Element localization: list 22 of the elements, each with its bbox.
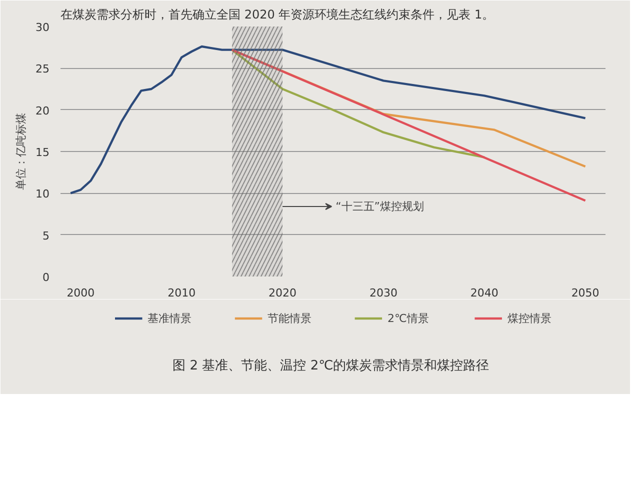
x-tick-label: 2010 [168,286,196,300]
y-tick-label: 10 [36,188,50,201]
y-axis-title: 单位：亿吨标煤 [14,113,28,190]
legend-label: 节能情景 [268,312,312,325]
x-tick-label: 2000 [66,286,95,300]
legend-label: 基准情景 [148,312,192,325]
y-tick-label: 0 [42,271,50,284]
band-label: “十三五”煤控规划 [336,200,424,213]
text: 图 2 基准、节能、温控 2℃的煤炭需求情景和煤控路径 [172,358,490,374]
x-tick-label: 2050 [571,286,600,300]
line-series [69,45,586,194]
x-tick-label: 2030 [369,286,398,300]
y-tick-label: 20 [36,104,50,118]
legend-label: 煤控情景 [507,312,552,325]
y-tick-label: 5 [42,229,50,242]
x-tick-label: 2040 [470,286,498,300]
x-tick-label: 2020 [268,286,297,300]
text: 在煤炭需求分析时，首先确立全国 2020 年资源环境生态红线约束条件，见表 1。 [60,8,494,22]
y-tick-label: 25 [36,62,50,76]
y-tick-label: 30 [36,21,50,34]
y-tick-label: 15 [36,146,50,159]
legend-label: 2℃情景 [388,312,429,325]
